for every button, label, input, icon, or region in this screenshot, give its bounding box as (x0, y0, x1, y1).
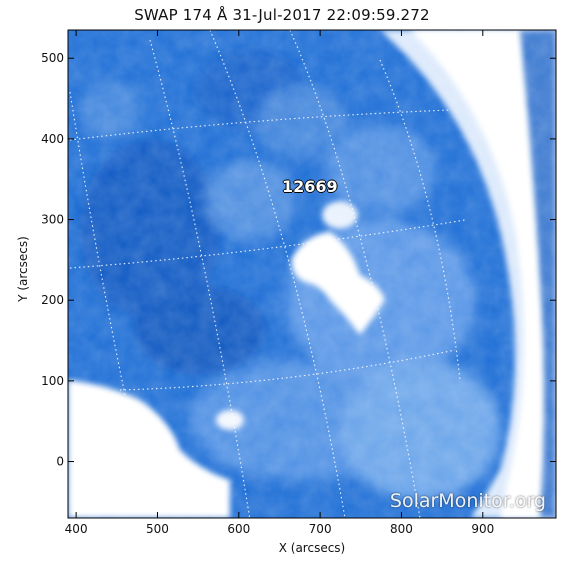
x-tick-label: 600 (227, 522, 250, 536)
x-tick-label: 700 (309, 522, 332, 536)
y-axis-label: Y (arcsecs) (16, 236, 30, 302)
watermark: SolarMonitor.org (389, 490, 546, 512)
active-region-label: 12669 (282, 177, 338, 196)
y-tick-label: 100 (41, 374, 64, 388)
plot-frame (67, 29, 557, 519)
x-axis-label: X (arcsecs) (278, 541, 346, 555)
heliographic-grid (69, 30, 466, 518)
x-axis-ticks: 400 500 600 700 800 900 (65, 30, 494, 536)
y-tick-label: 500 (41, 51, 64, 65)
x-tick-label: 900 (471, 522, 494, 536)
y-axis-ticks: 0 100 200 300 400 500 (41, 51, 556, 469)
y-tick-label: 300 (41, 213, 64, 227)
y-tick-label: 0 (56, 455, 64, 469)
x-tick-label: 500 (146, 522, 169, 536)
y-tick-label: 200 (41, 293, 64, 307)
x-tick-label: 800 (390, 522, 413, 536)
y-tick-label: 400 (41, 132, 64, 146)
image-title: SWAP 174 Å 31-Jul-2017 22:09:59.272 (134, 6, 430, 24)
x-tick-label: 400 (65, 522, 88, 536)
